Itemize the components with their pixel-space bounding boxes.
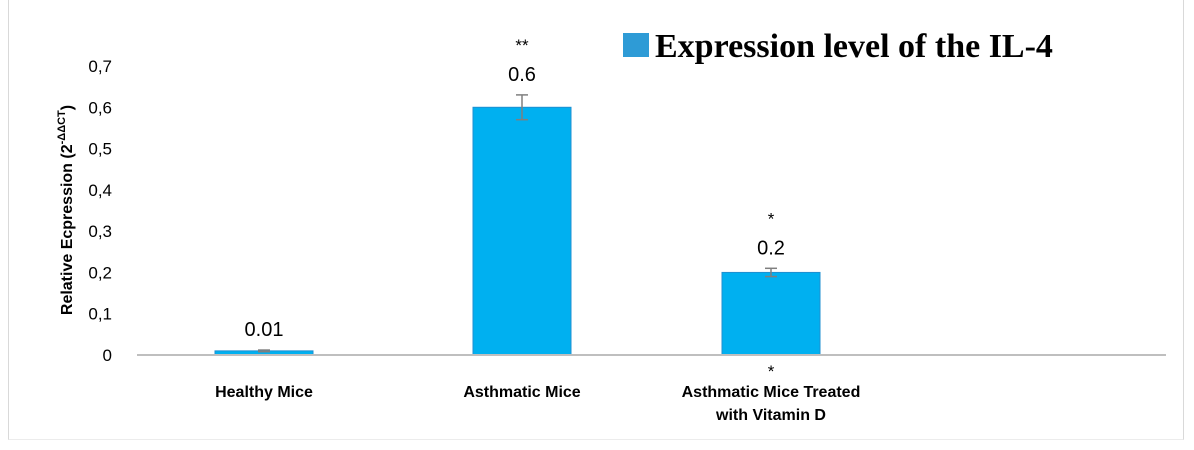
data-label: 0.2 — [757, 237, 785, 259]
y-tick-label: 0,7 — [88, 57, 112, 76]
legend: Expression level of the IL-4 — [623, 28, 1053, 65]
error-bar — [258, 349, 270, 353]
data-label: 0.01 — [245, 319, 284, 341]
category-label: Asthmatic Mice Treated with Vitamin D — [682, 384, 861, 424]
chart-frame — [8, 0, 1184, 440]
error-bars — [258, 94, 777, 353]
y-tick-label: 0,1 — [88, 305, 112, 324]
bars — [214, 106, 821, 356]
category-labels: Healthy Mice Asthmatic Mice Asthmatic Mice… — [215, 384, 860, 424]
y-tick-label: 0,2 — [88, 263, 112, 282]
category-label: Healthy Mice — [215, 384, 313, 401]
bar — [472, 106, 572, 356]
y-axis-ticks: 0 0,1 0,2 0,3 0,4 0,5 0,6 0,7 — [88, 57, 112, 365]
significance-markers: **** — [515, 36, 774, 381]
significance-marker: * — [768, 362, 775, 381]
y-tick-label: 0,5 — [88, 140, 112, 159]
y-axis-label: Relative Ecpression (2-ΔΔCT) — [56, 105, 76, 315]
category-label: Asthmatic Mice — [463, 384, 580, 401]
error-bar — [516, 94, 528, 121]
significance-marker: ** — [515, 36, 529, 55]
y-tick-label: 0 — [103, 346, 112, 365]
data-label: 0.6 — [508, 64, 536, 86]
y-tick-label: 0,4 — [88, 181, 112, 200]
legend-label: Expression level of the IL-4 — [655, 28, 1053, 65]
bar — [721, 271, 821, 356]
legend-swatch — [623, 33, 649, 57]
y-tick-label: 0,3 — [88, 222, 112, 241]
significance-marker: * — [768, 209, 775, 228]
data-labels: 0.01 0.6 0.2 — [245, 64, 785, 341]
y-tick-label: 0,6 — [88, 98, 112, 117]
error-bar — [765, 267, 777, 278]
